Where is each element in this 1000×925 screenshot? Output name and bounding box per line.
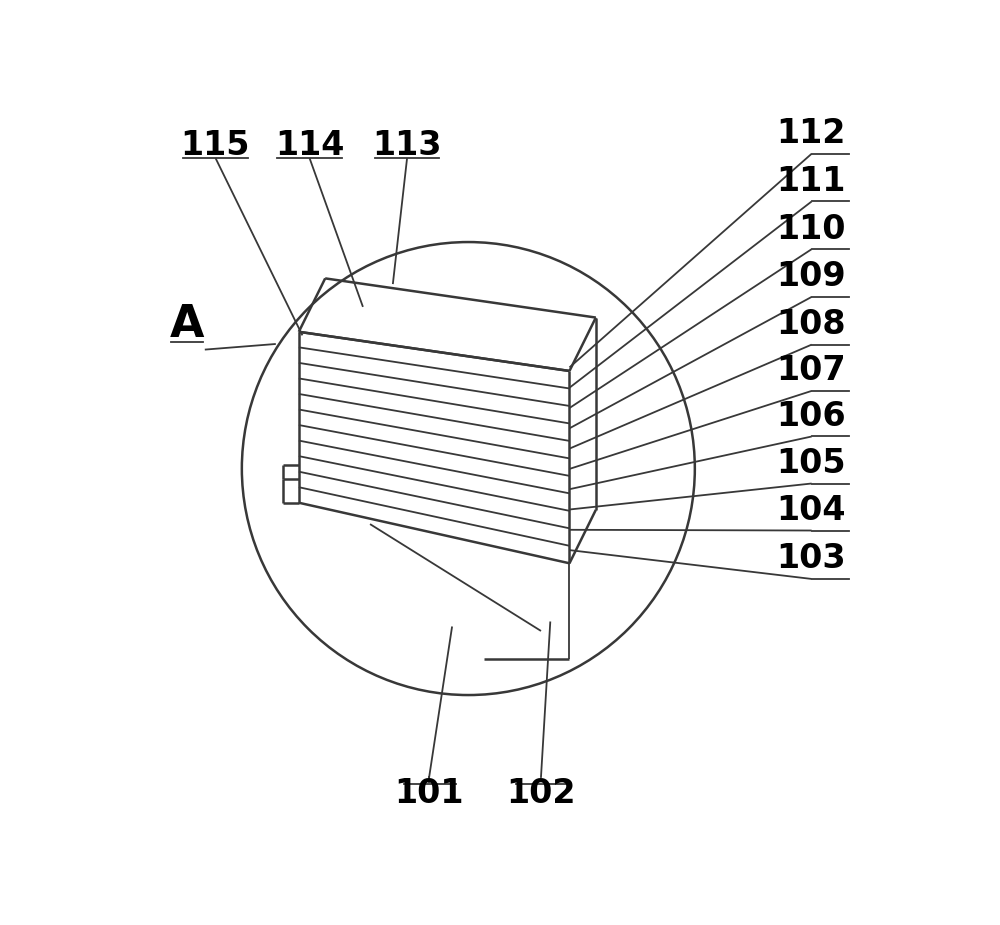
Text: 106: 106 [776, 400, 846, 433]
Text: 102: 102 [506, 777, 576, 809]
Text: 103: 103 [776, 542, 846, 575]
Text: 109: 109 [776, 260, 846, 293]
Text: 101: 101 [394, 777, 464, 809]
Text: 110: 110 [776, 213, 846, 246]
Text: 108: 108 [776, 308, 846, 341]
Text: 113: 113 [372, 129, 442, 162]
Text: 112: 112 [776, 117, 846, 150]
Text: 115: 115 [181, 129, 250, 162]
Text: 111: 111 [776, 165, 846, 198]
Text: 107: 107 [776, 354, 846, 388]
Text: 104: 104 [776, 494, 846, 527]
Text: 114: 114 [275, 129, 344, 162]
Text: A: A [170, 303, 204, 346]
Text: 105: 105 [776, 447, 846, 480]
